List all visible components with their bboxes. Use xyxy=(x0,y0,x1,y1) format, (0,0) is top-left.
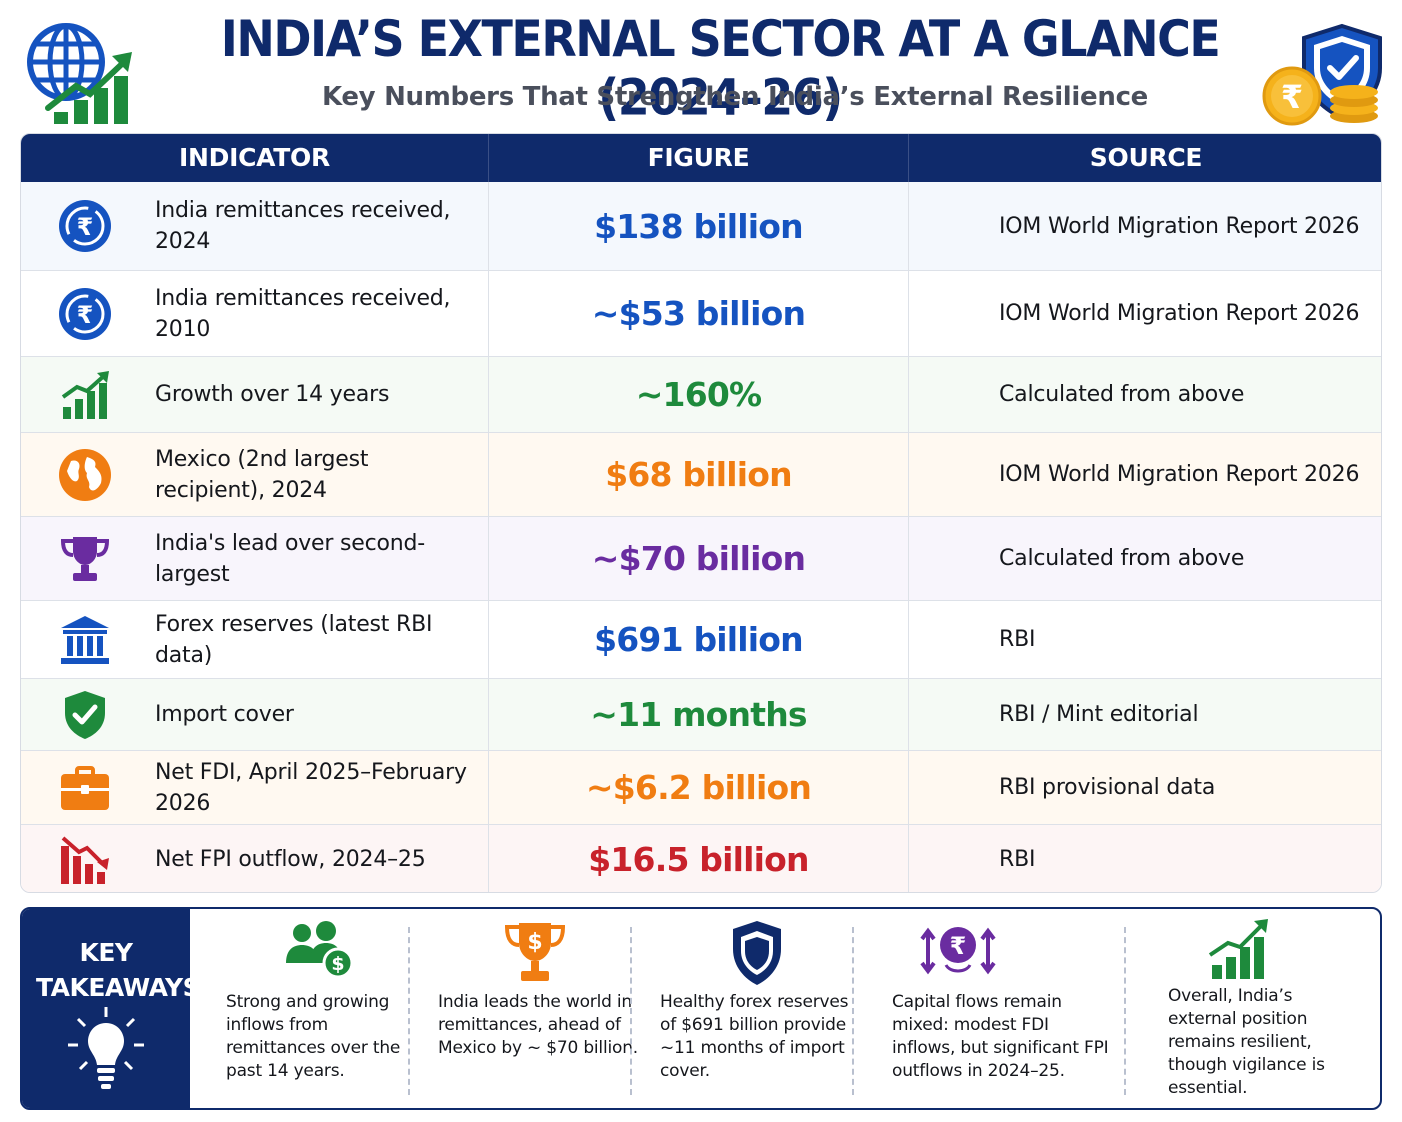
column-header-source: SOURCE xyxy=(908,134,1381,182)
indicator-label: Net FPI outflow, 2024–25 xyxy=(155,847,426,872)
indicator-label: India remittances received, 2024 xyxy=(155,198,451,254)
source-label: Calculated from above xyxy=(999,546,1245,571)
source-label: RBI xyxy=(999,627,1036,652)
takeaway-item: $ India leads the world in remittances, … xyxy=(430,909,640,1108)
source-label: RBI xyxy=(999,847,1036,872)
rupee-symbol: ₹ xyxy=(1281,78,1303,116)
shield-check-rupee-coins-icon: ₹ xyxy=(1262,23,1382,126)
takeaway-text: Healthy forex reserves of $691 billion p… xyxy=(660,992,849,1081)
briefcase-icon xyxy=(61,765,109,810)
figure-value: $691 billion xyxy=(594,620,804,659)
table-row: Growth over 14 years ~160% Calculated fr… xyxy=(21,356,1381,432)
source-label: Calculated from above xyxy=(999,382,1245,407)
takeaway-text: India leads the world in remittances, ah… xyxy=(438,992,638,1058)
globe-icon xyxy=(59,448,111,501)
figure-value: ~$6.2 billion xyxy=(585,768,812,807)
table-row: Net FPI outflow, 2024–25 $16.5 billion R… xyxy=(21,824,1381,892)
indicator-label: Growth over 14 years xyxy=(155,382,390,407)
column-header-indicator: INDICATOR xyxy=(179,143,330,172)
key-takeaways-sidebar: KEY TAKEAWAYS xyxy=(22,909,201,1108)
people-dollar-icon: $ xyxy=(286,921,354,979)
indicator-label: Import cover xyxy=(155,702,294,727)
trophy-icon xyxy=(60,536,110,581)
table-row: India's lead over second-largest ~$70 bi… xyxy=(21,516,1381,600)
figure-value: ~160% xyxy=(635,375,762,414)
source-label: IOM World Migration Report 2026 xyxy=(999,462,1360,487)
trophy-dollar-icon: $ xyxy=(504,923,566,981)
declining-bar-chart-icon xyxy=(61,835,109,884)
globe-growth-chart-icon xyxy=(27,23,132,124)
page-subtitle: Key Numbers That Strengthen India’s Exte… xyxy=(321,82,1149,112)
takeaway-item: Healthy forex reserves of $691 billion p… xyxy=(652,909,862,1108)
header: INDIA’S EXTERNAL SECTOR AT A GLANCE (202… xyxy=(0,0,1402,130)
lightbulb-icon xyxy=(68,1007,144,1089)
bank-icon xyxy=(61,615,109,664)
source-label: IOM World Migration Report 2026 xyxy=(999,301,1360,326)
indicator-label: Mexico (2nd largest recipient), 2024 xyxy=(155,446,369,503)
rupee-exchange-icon: ₹ xyxy=(59,200,111,252)
source-label: RBI / Mint editorial xyxy=(999,702,1199,727)
takeaway-text: Capital flows remain mixed: modest FDI i… xyxy=(892,992,1109,1081)
table-header: INDICATOR FIGURE SOURCE xyxy=(21,134,1381,182)
table-row: Net FDI, April 2025–February 2026 ~$6.2 … xyxy=(21,750,1381,824)
figure-value: ~11 months xyxy=(590,695,807,734)
takeaway-divider xyxy=(630,927,632,1095)
table-row: ₹ India remittances received, 2024 $138 … xyxy=(21,182,1381,270)
indicator-label: Net FDI, April 2025–February 2026 xyxy=(155,759,467,816)
key-takeaways-title: KEY TAKEAWAYS xyxy=(36,938,201,1002)
rupee-exchange-icon: ₹ xyxy=(59,287,111,340)
takeaway-divider xyxy=(852,927,854,1095)
takeaway-divider xyxy=(408,927,410,1095)
table-row: ₹ India remittances received, 2010 ~$53 … xyxy=(21,270,1381,356)
rupee-flows-icon: ₹ xyxy=(919,927,996,975)
figure-value: ~$70 billion xyxy=(591,539,806,578)
takeaway-divider xyxy=(1124,927,1126,1095)
column-header-figure: FIGURE xyxy=(488,134,908,182)
shield-icon xyxy=(733,921,781,985)
figure-value: $138 billion xyxy=(594,206,804,246)
svg-text:$: $ xyxy=(527,930,542,955)
figure-value: $16.5 billion xyxy=(588,840,809,879)
takeaway-item: $ Strong and growing inflows from remitt… xyxy=(218,909,418,1108)
indicator-label: Forex reserves (latest RBI data) xyxy=(155,611,433,668)
takeaway-item: ₹ Capital flows remain mixed: modest FDI… xyxy=(884,909,1114,1108)
page-title: INDIA’S EXTERNAL SECTOR AT A GLANCE (202… xyxy=(220,9,1221,127)
table-row: Mexico (2nd largest recipient), 2024 $68… xyxy=(21,432,1381,516)
svg-text:₹: ₹ xyxy=(949,932,966,960)
indicator-label: India remittances received, 2010 xyxy=(155,285,451,342)
source-label: RBI provisional data xyxy=(999,775,1216,800)
svg-text:₹: ₹ xyxy=(77,213,94,241)
figure-value: $68 billion xyxy=(605,455,792,494)
key-takeaways-panel: KEY TAKEAWAYS $ Strong and growing inflo… xyxy=(20,907,1382,1110)
svg-text:$: $ xyxy=(331,953,344,975)
indicator-label: India's lead over second-largest xyxy=(155,530,426,587)
takeaway-item: Overall, India’s external position remai… xyxy=(1160,909,1350,1108)
figure-value: ~$53 billion xyxy=(591,294,806,333)
growth-bar-chart-icon xyxy=(61,370,109,419)
table-row: Import cover ~11 months RBI / Mint edito… xyxy=(21,678,1381,750)
data-table: INDICATOR FIGURE SOURCE ₹ India remittan… xyxy=(20,133,1382,893)
shield-check-icon xyxy=(65,690,105,739)
svg-text:₹: ₹ xyxy=(77,301,94,329)
takeaway-text: Strong and growing inflows from remittan… xyxy=(226,992,401,1081)
growth-chart-icon xyxy=(1208,919,1268,979)
takeaway-text: Overall, India’s external position remai… xyxy=(1168,986,1325,1098)
table-row: Forex reserves (latest RBI data) $691 bi… xyxy=(21,600,1381,678)
source-label: IOM World Migration Report 2026 xyxy=(999,213,1360,239)
